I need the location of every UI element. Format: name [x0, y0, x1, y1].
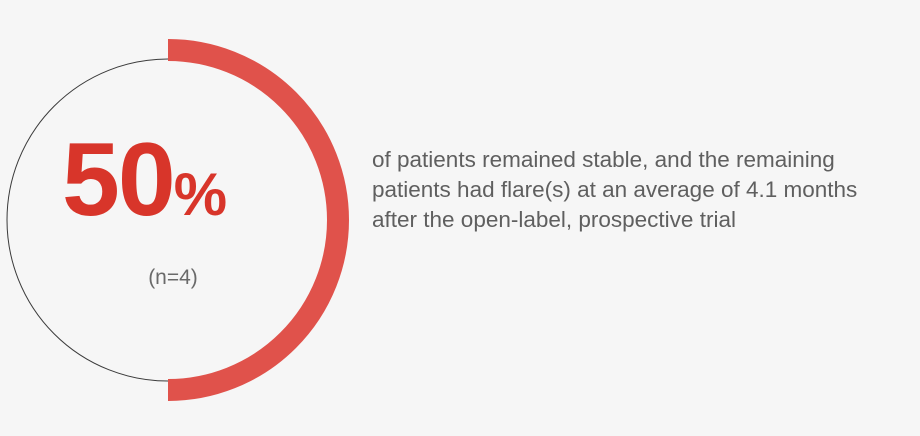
sample-size-note: (n=4)	[148, 266, 198, 289]
description-text: of patients remained stable, and the rem…	[372, 147, 858, 232]
percentage-number: 50	[62, 122, 176, 238]
percentage-value: 50%	[62, 128, 227, 232]
percentage-unit: %	[173, 161, 228, 228]
donut-filled-arc	[167, 39, 349, 401]
